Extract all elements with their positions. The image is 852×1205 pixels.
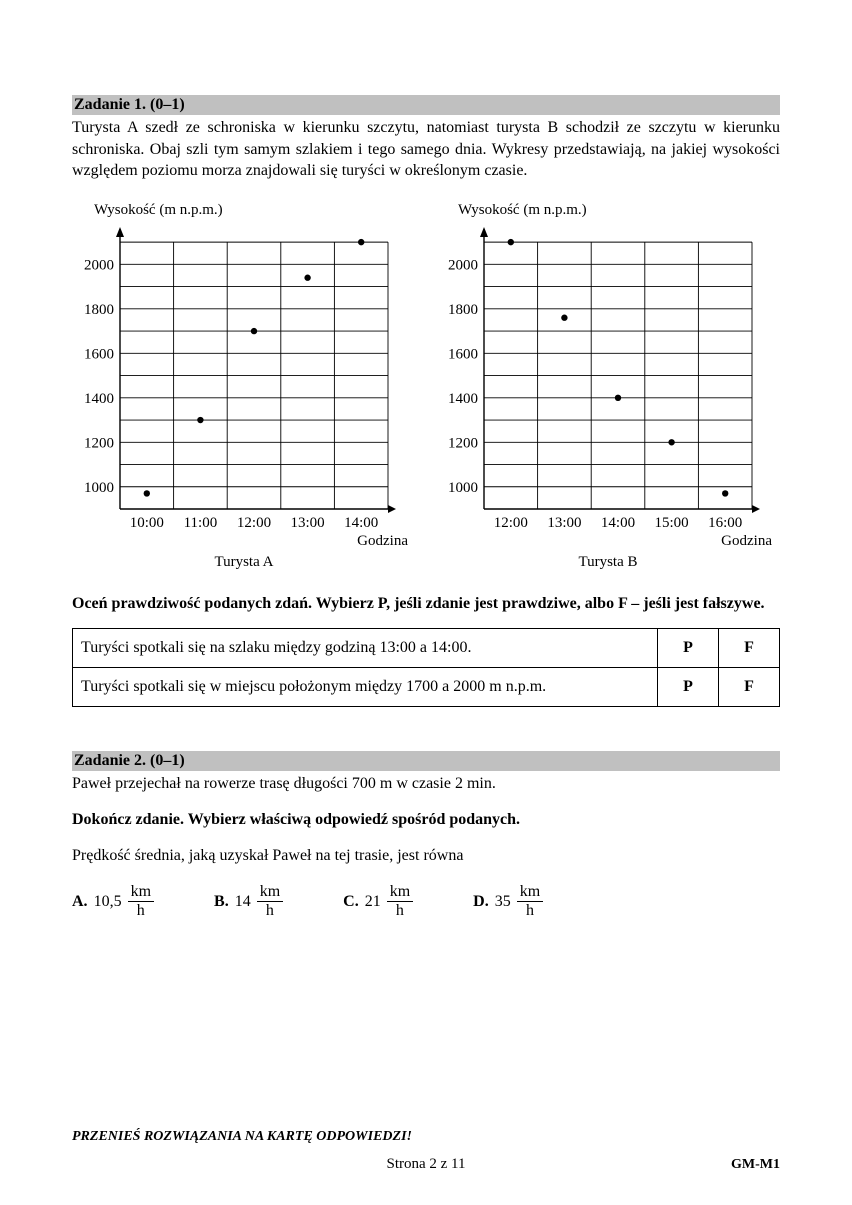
option-letter: C. [343, 893, 359, 911]
task2-lead: Prędkość średnia, jaką uzyskał Paweł na … [72, 845, 780, 867]
chart-a-block: Wysokość (m n.p.m.) 1000 1200 1400 1600 1800… [72, 202, 416, 571]
chart-a-xlabel: Godzina [72, 533, 408, 550]
option-value: 21 [365, 893, 381, 911]
task1-header: Zadanie 1. (0–1) [72, 95, 780, 115]
table-cell-p[interactable]: P [658, 629, 719, 668]
footer-note: PRZENIEŚ ROZWIĄZANIA NA KARTĘ ODPOWIEDZI… [72, 1129, 412, 1145]
svg-text:1000: 1000 [84, 480, 114, 496]
svg-text:12:00: 12:00 [494, 515, 528, 531]
svg-text:1800: 1800 [448, 302, 478, 318]
option-value: 35 [495, 893, 511, 911]
doc-code: GM-M1 [731, 1157, 780, 1173]
chart-b-caption: Turysta B [436, 554, 780, 571]
task1-table: Turyści spotkali się na szlaku między go… [72, 628, 780, 707]
option-unit: km h [387, 884, 413, 919]
svg-text:1600: 1600 [84, 346, 114, 362]
option-a[interactable]: A. 10,5 km h [72, 884, 154, 919]
svg-text:14:00: 14:00 [601, 515, 635, 531]
table-row: Turyści spotkali się w miejscu położonym… [73, 668, 780, 707]
svg-text:15:00: 15:00 [655, 515, 689, 531]
option-letter: A. [72, 893, 88, 911]
chart-a-ylabel: Wysokość (m n.p.m.) [94, 202, 416, 219]
task2-header: Zadanie 2. (0–1) [72, 751, 780, 771]
svg-text:11:00: 11:00 [184, 515, 218, 531]
svg-text:13:00: 13:00 [547, 515, 581, 531]
chart-b-block: Wysokość (m n.p.m.) 1000 1200 1400 1600 1800… [436, 202, 780, 571]
task2-instruction: Dokończ zdanie. Wybierz właściwą odpowie… [72, 809, 780, 831]
option-value: 10,5 [94, 893, 122, 911]
option-unit: km h [128, 884, 154, 919]
svg-text:1400: 1400 [84, 391, 114, 407]
table-row: Turyści spotkali się na szlaku między go… [73, 629, 780, 668]
svg-text:12:00: 12:00 [237, 515, 271, 531]
option-d[interactable]: D. 35 km h [473, 884, 543, 919]
option-c[interactable]: C. 21 km h [343, 884, 413, 919]
svg-text:1200: 1200 [448, 435, 478, 451]
svg-text:16:00: 16:00 [708, 515, 742, 531]
chart-a-caption: Turysta A [72, 554, 416, 571]
svg-text:2000: 2000 [448, 257, 478, 273]
table-cell-f[interactable]: F [719, 629, 780, 668]
page-number: Strona 2 z 11 [0, 1156, 852, 1173]
svg-text:1200: 1200 [84, 435, 114, 451]
svg-text:2000: 2000 [84, 257, 114, 273]
chart-b-ylabel: Wysokość (m n.p.m.) [458, 202, 780, 219]
table-cell-text: Turyści spotkali się w miejscu położonym… [73, 668, 658, 707]
svg-text:1600: 1600 [448, 346, 478, 362]
table-cell-p[interactable]: P [658, 668, 719, 707]
svg-text:14:00: 14:00 [344, 515, 378, 531]
task2-body: Paweł przejechał na rowerze trasę długoś… [72, 773, 780, 795]
task2-options: A. 10,5 km h B. 14 km h C. 21 km h D. [72, 884, 780, 919]
svg-text:1800: 1800 [84, 302, 114, 318]
table-cell-text: Turyści spotkali się na szlaku między go… [73, 629, 658, 668]
chart-a-svg: 1000 1200 1400 1600 1800 2000 10:00 11:00 12:00 1… [72, 223, 402, 533]
task1-body: Turysta A szedł ze schroniska w kierunku… [72, 117, 780, 182]
svg-text:1400: 1400 [448, 391, 478, 407]
chart-b-svg: 1000 1200 1400 1600 1800 2000 12:00 13:00 14:00 1… [436, 223, 766, 533]
option-unit: km h [257, 884, 283, 919]
svg-text:10:00: 10:00 [130, 515, 164, 531]
option-letter: D. [473, 893, 489, 911]
charts-row: Wysokość (m n.p.m.) 1000 1200 1400 1600 1800… [72, 202, 780, 571]
task1-instruction: Oceń prawdziwość podanych zdań. Wybierz … [72, 593, 780, 615]
option-value: 14 [235, 893, 251, 911]
chart-b-xlabel: Godzina [436, 533, 772, 550]
svg-text:13:00: 13:00 [291, 515, 325, 531]
exam-page: Zadanie 1. (0–1) Turysta A szedł ze schr… [0, 0, 852, 1205]
svg-text:1000: 1000 [448, 480, 478, 496]
table-cell-f[interactable]: F [719, 668, 780, 707]
option-unit: km h [517, 884, 543, 919]
option-b[interactable]: B. 14 km h [214, 884, 283, 919]
option-letter: B. [214, 893, 229, 911]
